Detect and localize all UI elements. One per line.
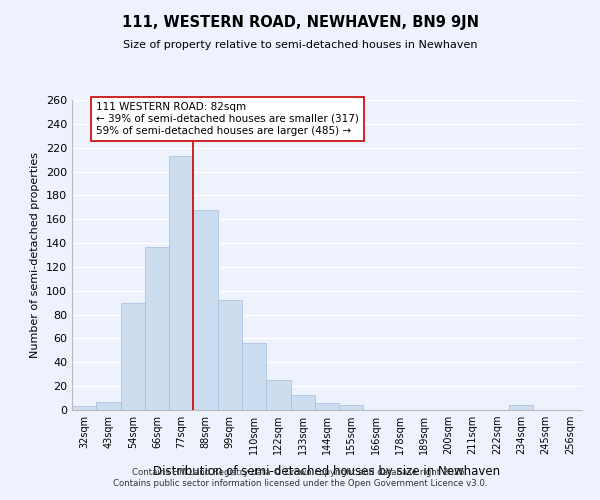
Bar <box>242 343 266 410</box>
Bar <box>96 402 121 410</box>
Bar <box>509 405 533 410</box>
Text: Size of property relative to semi-detached houses in Newhaven: Size of property relative to semi-detach… <box>123 40 477 50</box>
Bar <box>72 406 96 410</box>
Bar <box>169 156 193 410</box>
Bar <box>266 380 290 410</box>
Bar <box>145 246 169 410</box>
X-axis label: Distribution of semi-detached houses by size in Newhaven: Distribution of semi-detached houses by … <box>154 466 500 478</box>
Text: 111, WESTERN ROAD, NEWHAVEN, BN9 9JN: 111, WESTERN ROAD, NEWHAVEN, BN9 9JN <box>121 15 479 30</box>
Bar <box>121 302 145 410</box>
Text: 111 WESTERN ROAD: 82sqm
← 39% of semi-detached houses are smaller (317)
59% of s: 111 WESTERN ROAD: 82sqm ← 39% of semi-de… <box>96 102 359 136</box>
Bar <box>193 210 218 410</box>
Bar <box>315 403 339 410</box>
Bar <box>339 405 364 410</box>
Y-axis label: Number of semi-detached properties: Number of semi-detached properties <box>31 152 40 358</box>
Text: Contains HM Land Registry data © Crown copyright and database right 2025.
Contai: Contains HM Land Registry data © Crown c… <box>113 468 487 487</box>
Bar <box>290 394 315 410</box>
Bar <box>218 300 242 410</box>
